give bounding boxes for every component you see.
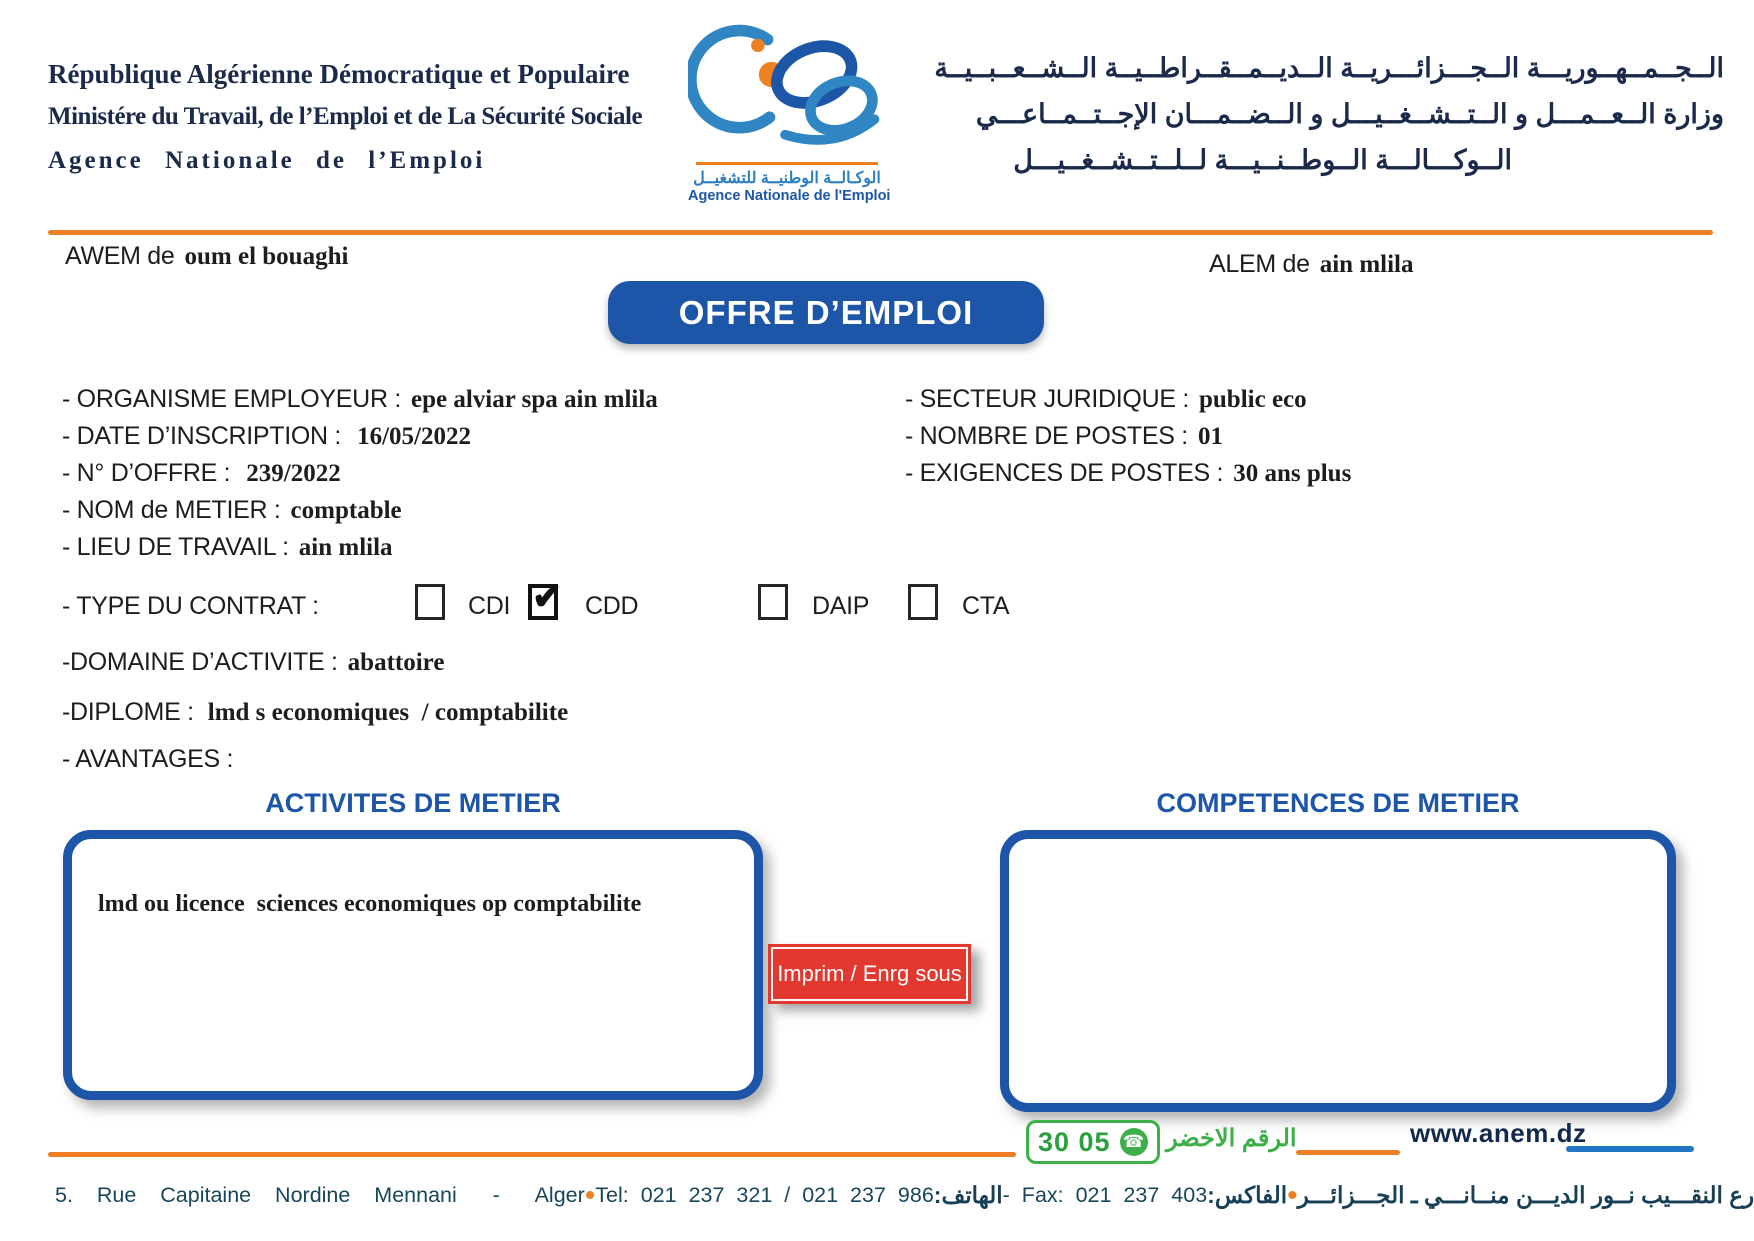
footer-address-line: 5. Rue Capitaine Nordine Mennani - Alger… [55,1180,1754,1210]
competences-title: COMPETENCES DE METIER [1156,788,1520,818]
header-fr-line1: République Algérienne Démocratique et Po… [48,59,630,89]
field-diplome-value: lmd s economiques / comptabilite [207,699,569,726]
checkbox-cdd[interactable]: ✔ [528,579,562,620]
field-numero-label: - N° D’OFFRE : [62,459,231,487]
phone-numbers: Tel: 021 237 321 / 021 237 986 [595,1183,934,1207]
green-number: 30 05 [1038,1126,1111,1157]
phone-icon: ☎ [1119,1128,1148,1156]
field-numero-offre: - N° D’OFFRE : 239/2022 [62,459,341,488]
field-metier-label: - NOM de METIER : [62,496,281,524]
checkbox-daip[interactable]: ✔ [758,584,788,620]
field-metier-value: comptable [290,497,402,524]
checkbox-cta[interactable]: ✔ [908,584,938,620]
activites-title: ACTIVITES DE METIER [265,788,561,818]
field-domaine-value: abattoire [347,649,445,676]
green-number-label-arabic: الرقم الاخضر [1166,1125,1297,1152]
field-date-inscription: - DATE D’INSCRIPTION : 16/05/2022 [62,422,471,451]
offer-banner: OFFRE D’EMPLOI [608,281,1044,344]
green-number-badge: 30 05 ☎ [1026,1120,1160,1164]
field-avantages: - AVANTAGES : [62,745,243,774]
field-organisme-value: epe alviar spa ain mlila [411,386,658,413]
address-french: 5. Rue Capitaine Nordine Mennani - Alger [55,1183,585,1207]
checkbox-daip-label: DAIP [812,592,870,620]
field-postes-value: 01 [1197,423,1223,450]
header-ar-line1: الــجــمــهــوريـــة الــجـــزائـــريــة… [934,53,1724,83]
logo-divider [696,162,878,165]
phone-label-arabic: الهاتف: [933,1182,1003,1208]
alem-line: ALEM de ain mlila [1209,250,1414,279]
header-fr-line3: Agence Nationale de l’Emploi [48,147,486,174]
field-lieu-travail: - LIEU DE TRAVAIL : ain mlila [62,533,393,562]
print-save-button[interactable]: Imprim / Enrg sous [768,944,971,1004]
field-date-value: 16/05/2022 [357,423,471,450]
field-avantages-label: - AVANTAGES : [62,745,234,773]
field-numero-value: 239/2022 [246,460,341,487]
field-exigences: - EXIGENCES DE POSTES : 30 ans plus [905,459,1351,488]
anem-logo: الوكـالــة الوطنيــة للتشغيــل Agence Na… [685,24,891,204]
field-nom-metier: - NOM de METIER : comptable [62,496,402,525]
field-diplome: -DIPLOME : lmd s economiques / comptabili… [62,698,568,727]
field-diplome-label: -DIPLOME : [62,698,194,726]
header-ar-line2: وزارة الــعــمـــل و الــتــشــغــيـــل … [975,99,1724,129]
logo-caption-arabic: الوكـالــة الوطنيــة للتشغيــل [693,170,881,187]
footer-orange-segment [1296,1150,1400,1155]
fax-number: - Fax: 021 237 403 [1002,1183,1208,1207]
field-organisme-label: - ORGANISME EMPLOYEUR : [62,385,401,413]
footer-orange-rule [48,1152,1016,1157]
checkbox-cdd-label: CDD [585,592,639,620]
website-link[interactable]: www.anem.dz [1410,1118,1587,1148]
contract-type-label: - TYPE DU CONTRAT : [62,592,319,620]
competences-box [1000,830,1676,1112]
alem-label: ALEM de [1209,250,1310,278]
field-exigences-value: 30 ans plus [1233,460,1352,487]
checkbox-cdi-label: CDI [468,592,511,620]
awem-line: AWEM de oum el bouaghi [65,242,348,271]
field-secteur-value: public eco [1199,386,1307,413]
alem-value: ain mlila [1319,251,1414,278]
address-arabic: 5. شـــارع النقـــيب نــور الديـــن منــ… [1297,1182,1754,1208]
header-fr-line2: Ministére du Travail, de l’Emploi et de … [48,103,643,130]
checkbox-cta-label: CTA [962,592,1010,620]
anem-logo-mark [685,24,880,145]
field-lieu-label: - LIEU DE TRAVAIL : [62,533,289,561]
field-date-label: - DATE D’INSCRIPTION : [62,422,342,450]
print-save-button-label: Imprim / Enrg sous [777,961,962,986]
top-orange-rule [48,230,1713,235]
field-organisme: - ORGANISME EMPLOYEUR : epe alviar spa ai… [62,385,658,414]
field-domaine: -DOMAINE D’ACTIVITE : abattoire [62,648,444,677]
checkbox-cdi[interactable]: ✔ [415,584,445,620]
logo-caption-french: Agence Nationale de l'Emploi [688,188,891,204]
check-icon: ✔ [532,576,563,617]
field-secteur: - SECTEUR JURIDIQUE : public eco [905,385,1307,414]
awem-value: oum el bouaghi [184,243,349,270]
activites-box: lmd ou licence sciences economiques op c… [63,830,763,1100]
activites-content: lmd ou licence sciences economiques op c… [98,891,642,917]
field-secteur-label: - SECTEUR JURIDIQUE : [905,385,1189,413]
header-ar-line3: الــوكـــالـــة الــوطــنــيـــة لــلــت… [1013,145,1512,175]
field-exigences-label: - EXIGENCES DE POSTES : [905,459,1224,487]
contract-type-row-label: - TYPE DU CONTRAT : [62,592,319,621]
awem-label: AWEM de [65,242,175,270]
offer-banner-title: OFFRE D’EMPLOI [678,293,974,331]
field-nombre-postes: - NOMBRE DE POSTES : 01 [905,422,1223,451]
field-postes-label: - NOMBRE DE POSTES : [905,422,1188,450]
footer-blue-segment [1566,1146,1694,1152]
field-lieu-value: ain mlila [298,534,393,561]
field-domaine-label: -DOMAINE D’ACTIVITE : [62,648,338,676]
fax-label-arabic: الفاكس: [1207,1182,1288,1208]
